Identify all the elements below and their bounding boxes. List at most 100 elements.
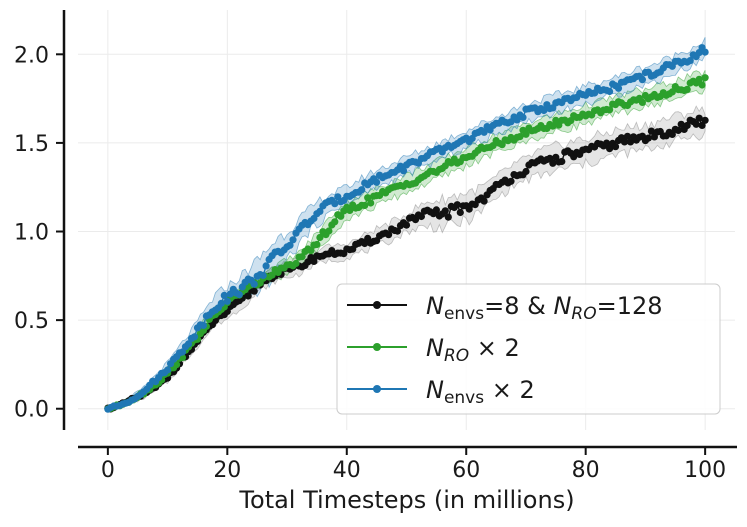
data-point [549, 159, 557, 167]
data-point [402, 221, 411, 229]
data-point [558, 157, 566, 166]
data-point [346, 206, 354, 214]
data-point [603, 139, 611, 147]
data-point [516, 133, 524, 141]
data-point [701, 48, 709, 56]
legend-swatch-marker [373, 301, 381, 309]
data-point [268, 271, 276, 279]
series-points [104, 44, 709, 413]
data-point [316, 233, 324, 242]
data-point [164, 366, 172, 374]
data-point [385, 231, 393, 239]
x-tick-label: 100 [684, 458, 726, 483]
data-point [674, 126, 682, 134]
data-point [178, 348, 187, 356]
data-point [683, 85, 691, 93]
data-point [417, 212, 425, 221]
legend-label: NRO × 2 [426, 334, 520, 366]
y-axis-ticks: 0.0 0.5 1.0 1.5 2.0 [14, 43, 64, 423]
data-point [549, 122, 557, 130]
data-point [250, 280, 258, 288]
data-point [292, 259, 300, 268]
data-point [701, 116, 709, 124]
data-point [223, 297, 231, 305]
data-point [695, 75, 703, 83]
legend-box [336, 283, 721, 415]
data-point [289, 236, 297, 244]
data-point [668, 88, 676, 96]
axes [62, 10, 737, 449]
x-tick-label: 80 [572, 458, 600, 483]
data-point [361, 201, 369, 210]
data-point [441, 207, 449, 215]
legend-swatch-marker [373, 343, 381, 351]
data-point [250, 287, 258, 295]
data-point [519, 113, 527, 121]
data-point [367, 199, 375, 207]
data-point [480, 197, 488, 205]
data-point [399, 167, 408, 175]
data-point [480, 128, 488, 136]
data-point [647, 127, 656, 135]
y-tick-label: 1.5 [14, 132, 49, 157]
data-point [638, 76, 647, 84]
data-point [298, 253, 306, 261]
data-point [313, 240, 321, 249]
data-point [686, 57, 694, 65]
data-point [606, 145, 614, 153]
y-tick-label: 1.0 [14, 221, 49, 246]
x-tick-label: 20 [213, 458, 241, 483]
data-point [683, 121, 691, 130]
data-point [286, 241, 294, 249]
x-tick-label: 40 [333, 458, 361, 483]
data-point [614, 84, 623, 92]
data-point [244, 292, 252, 300]
x-axis-title: Total Timesteps (in millions) [238, 486, 574, 514]
data-point [364, 194, 372, 202]
data-point [331, 218, 339, 226]
data-point [190, 333, 199, 341]
data-point [184, 340, 193, 348]
data-point [644, 134, 653, 142]
data-point [606, 87, 614, 96]
data-point [638, 98, 647, 106]
data-point [606, 106, 614, 114]
data-point [453, 201, 461, 209]
y-tick-label: 2.0 [14, 43, 49, 68]
data-point [358, 186, 366, 194]
data-point [540, 106, 548, 115]
y-tick-label: 0.5 [14, 309, 49, 334]
y-tick-label: 0.0 [14, 398, 49, 423]
data-point [698, 81, 706, 89]
data-point [507, 177, 515, 185]
data-point [316, 207, 324, 215]
data-point [695, 114, 703, 122]
data-point [310, 257, 318, 265]
x-axis-ticks: 0 20 40 60 80 100 [101, 447, 726, 483]
data-point [235, 290, 243, 299]
data-point [373, 178, 381, 186]
legend-label: Nenvs=8 & NRO=128 [426, 292, 663, 324]
data-point [259, 271, 267, 280]
data-point [701, 74, 709, 82]
data-point [522, 167, 530, 176]
data-point [220, 291, 228, 299]
data-point [692, 120, 700, 128]
data-point [199, 321, 207, 329]
data-point [337, 212, 345, 220]
data-point [522, 130, 530, 138]
data-point [623, 132, 632, 140]
x-tick-label: 60 [452, 458, 480, 483]
legend-swatch-marker [373, 385, 381, 393]
data-point [611, 143, 620, 151]
data-point [456, 208, 464, 217]
data-point [620, 138, 629, 146]
data-point [307, 247, 315, 255]
data-point [432, 206, 440, 214]
legend: Nenvs=8 & NRO=128 NRO × 2 Nenvs × 2 [336, 283, 721, 415]
data-point [444, 213, 452, 221]
data-point [393, 227, 402, 235]
data-point [173, 361, 181, 369]
